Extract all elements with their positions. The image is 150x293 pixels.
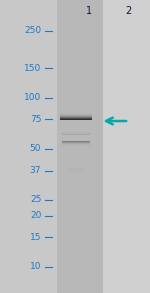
FancyBboxPatch shape [67,170,85,171]
Text: 10: 10 [30,262,41,271]
Text: 50: 50 [30,144,41,153]
Text: 1: 1 [86,6,92,16]
FancyBboxPatch shape [60,117,92,118]
Text: 100: 100 [24,93,41,103]
FancyBboxPatch shape [67,172,85,173]
FancyBboxPatch shape [60,116,92,117]
Text: 75: 75 [30,115,41,124]
Text: 15: 15 [30,233,41,242]
FancyBboxPatch shape [60,122,92,123]
Text: 150: 150 [24,64,41,73]
FancyBboxPatch shape [57,0,104,293]
FancyBboxPatch shape [60,120,92,121]
FancyBboxPatch shape [60,115,92,116]
FancyBboxPatch shape [61,143,90,144]
FancyBboxPatch shape [61,142,90,143]
Text: 2: 2 [125,6,131,16]
Text: 25: 25 [30,195,41,204]
FancyBboxPatch shape [60,118,92,119]
Text: 20: 20 [30,212,41,221]
FancyBboxPatch shape [57,0,150,293]
Text: 250: 250 [24,26,41,35]
Text: 37: 37 [30,166,41,176]
